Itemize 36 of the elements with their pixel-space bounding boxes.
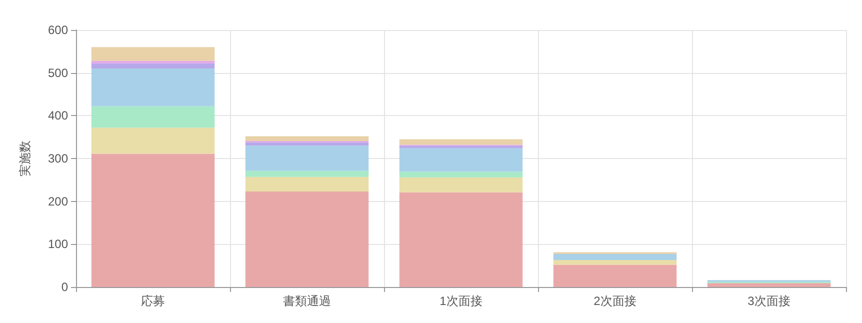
bar — [91, 60, 215, 64]
bar — [399, 139, 523, 145]
bar — [91, 47, 215, 61]
bar — [91, 154, 215, 287]
y-tick-label: 200 — [48, 194, 68, 208]
y-tick-label: 600 — [48, 23, 68, 37]
bar — [245, 170, 369, 177]
y-tick-label: 0 — [61, 280, 68, 294]
bar — [553, 254, 677, 260]
bar — [399, 148, 523, 172]
bar — [245, 136, 369, 141]
bar — [553, 264, 677, 287]
bar — [91, 63, 215, 69]
y-tick-label: 500 — [48, 66, 68, 80]
x-tick-label: 2次面接 — [594, 294, 636, 308]
bar — [399, 177, 523, 192]
bar — [91, 106, 215, 128]
bar — [245, 146, 369, 171]
y-axis-title: 実施数 — [18, 140, 32, 176]
bar — [399, 172, 523, 178]
bar — [553, 260, 677, 265]
y-tick-label: 100 — [48, 237, 68, 252]
x-tick-label: 3次面接 — [748, 294, 790, 308]
bar — [399, 146, 523, 148]
bar — [707, 283, 831, 287]
bar — [91, 68, 215, 106]
x-tick-label: 応募 — [141, 294, 165, 308]
bar — [91, 128, 215, 154]
x-tick-label: 1次面接 — [440, 294, 482, 308]
y-tick-label: 400 — [48, 108, 68, 123]
x-tick-label: 書類通過 — [283, 294, 331, 308]
bar — [399, 192, 523, 287]
bar — [245, 176, 369, 192]
y-tick-label: 300 — [48, 152, 68, 166]
bar — [245, 142, 369, 146]
bar — [245, 191, 369, 287]
